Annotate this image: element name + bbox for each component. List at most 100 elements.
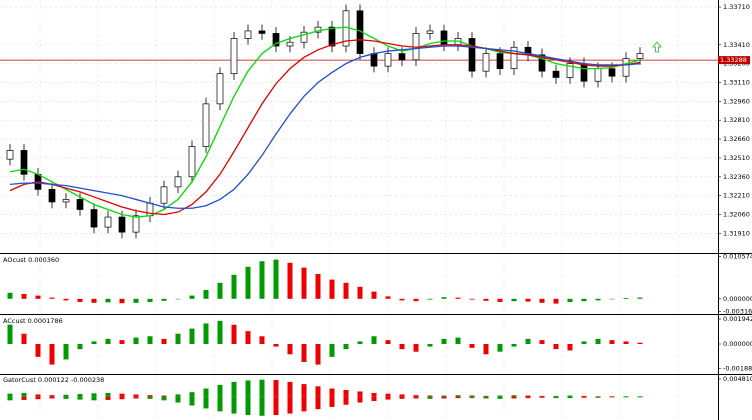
histogram-bar [7,292,13,299]
histogram-bar [329,279,335,299]
histogram-bar [329,344,335,357]
histogram-bar [49,297,55,299]
candle-body [384,53,392,67]
histogram-bar [469,344,475,348]
histogram-bar [49,344,55,365]
histogram-bar [553,344,559,350]
current-price-label: 1.33288 [720,56,747,64]
candle-body [314,26,322,33]
gator-bar [483,395,489,397]
histogram-bar [91,341,97,344]
histogram-bar [609,298,615,300]
gator-bar [637,396,643,398]
candle-body [62,199,70,203]
histogram-bar [483,298,489,301]
gator-bar [497,395,503,397]
histogram-bar [385,340,391,344]
y-tick-label: 1.32960 [723,97,750,105]
histogram-bar [525,338,531,344]
gator-bar [385,393,391,397]
histogram-bar [399,298,405,301]
candle-body [230,38,238,75]
histogram-bar [133,337,139,344]
gator-bar [455,396,461,399]
histogram-bar [119,340,125,344]
histogram-bar [455,337,461,344]
histogram-bar [469,298,475,300]
gator-bar [525,396,531,399]
candle-body [440,30,448,46]
gator-bar [511,396,517,399]
histogram-bar [567,344,573,351]
gator-bar [245,380,251,397]
candle-body [6,150,14,160]
gator-bar [91,393,97,397]
gator-bar [301,384,307,397]
gator-bar [273,380,279,397]
histogram-bar [147,298,153,302]
y-tick-label: -0.003169 [723,307,752,315]
gator-bar [567,395,573,397]
histogram-bar [539,340,545,344]
histogram-bar [217,320,223,344]
y-tick-label: 1.32510 [723,154,750,162]
y-tick-label: 1.33410 [723,41,750,49]
moving-average [9,45,641,209]
gator-bar [399,394,405,397]
gator-bar [427,395,433,397]
histogram-bar [623,298,629,299]
gator-bar [539,396,545,398]
histogram-bar [315,344,321,365]
gator-bar [413,395,419,397]
histogram-bar [595,338,601,344]
gator-bar [301,396,307,412]
gator-bar [329,396,335,407]
gator-bar [147,395,153,397]
gator-bar [469,395,475,397]
gator-bar [119,396,125,400]
candle-body [118,216,126,233]
gator-bar [455,395,461,397]
gator-bar [77,394,83,397]
histogram-bar [609,340,615,344]
y-tick-label: 1.33710 [723,3,750,11]
candle-body [580,63,588,82]
gator-bar [609,396,615,397]
candle-body [426,30,434,34]
histogram-bar [231,274,237,299]
histogram-bar [63,298,69,301]
histogram-bar [581,298,587,302]
y-tick-label: 1.33110 [723,78,750,86]
histogram-bar [315,274,321,299]
histogram-bar [105,298,111,303]
gator-bar [49,396,55,399]
candle-body [76,199,84,210]
gator-bar [357,396,363,403]
gator-bar [245,396,251,416]
histogram-bar [259,336,265,344]
histogram-bar [217,282,223,299]
gator-bar [525,395,531,397]
histogram-bar [413,344,419,352]
candle-body [482,53,490,72]
histogram-bar [385,296,391,299]
histogram-bar [483,344,489,355]
y-tick-label: 1.31910 [723,229,750,237]
candle-body [328,26,336,47]
histogram-bar [525,298,531,302]
histogram-bar [161,298,167,301]
histogram-bar [343,344,349,350]
histogram-bar [273,344,279,347]
moving-average [9,39,641,216]
candle-body [174,176,182,188]
histogram-bar [21,294,27,299]
histogram-bar [91,298,97,303]
gator-bar [287,381,293,397]
histogram-bar [553,298,559,304]
gator-bar [49,395,55,397]
gator-bar [427,396,433,399]
gator-bar [609,396,615,398]
gator-bar [315,396,321,410]
y-tick-label: 0.000000 [723,295,752,303]
histogram-bar [287,344,293,355]
